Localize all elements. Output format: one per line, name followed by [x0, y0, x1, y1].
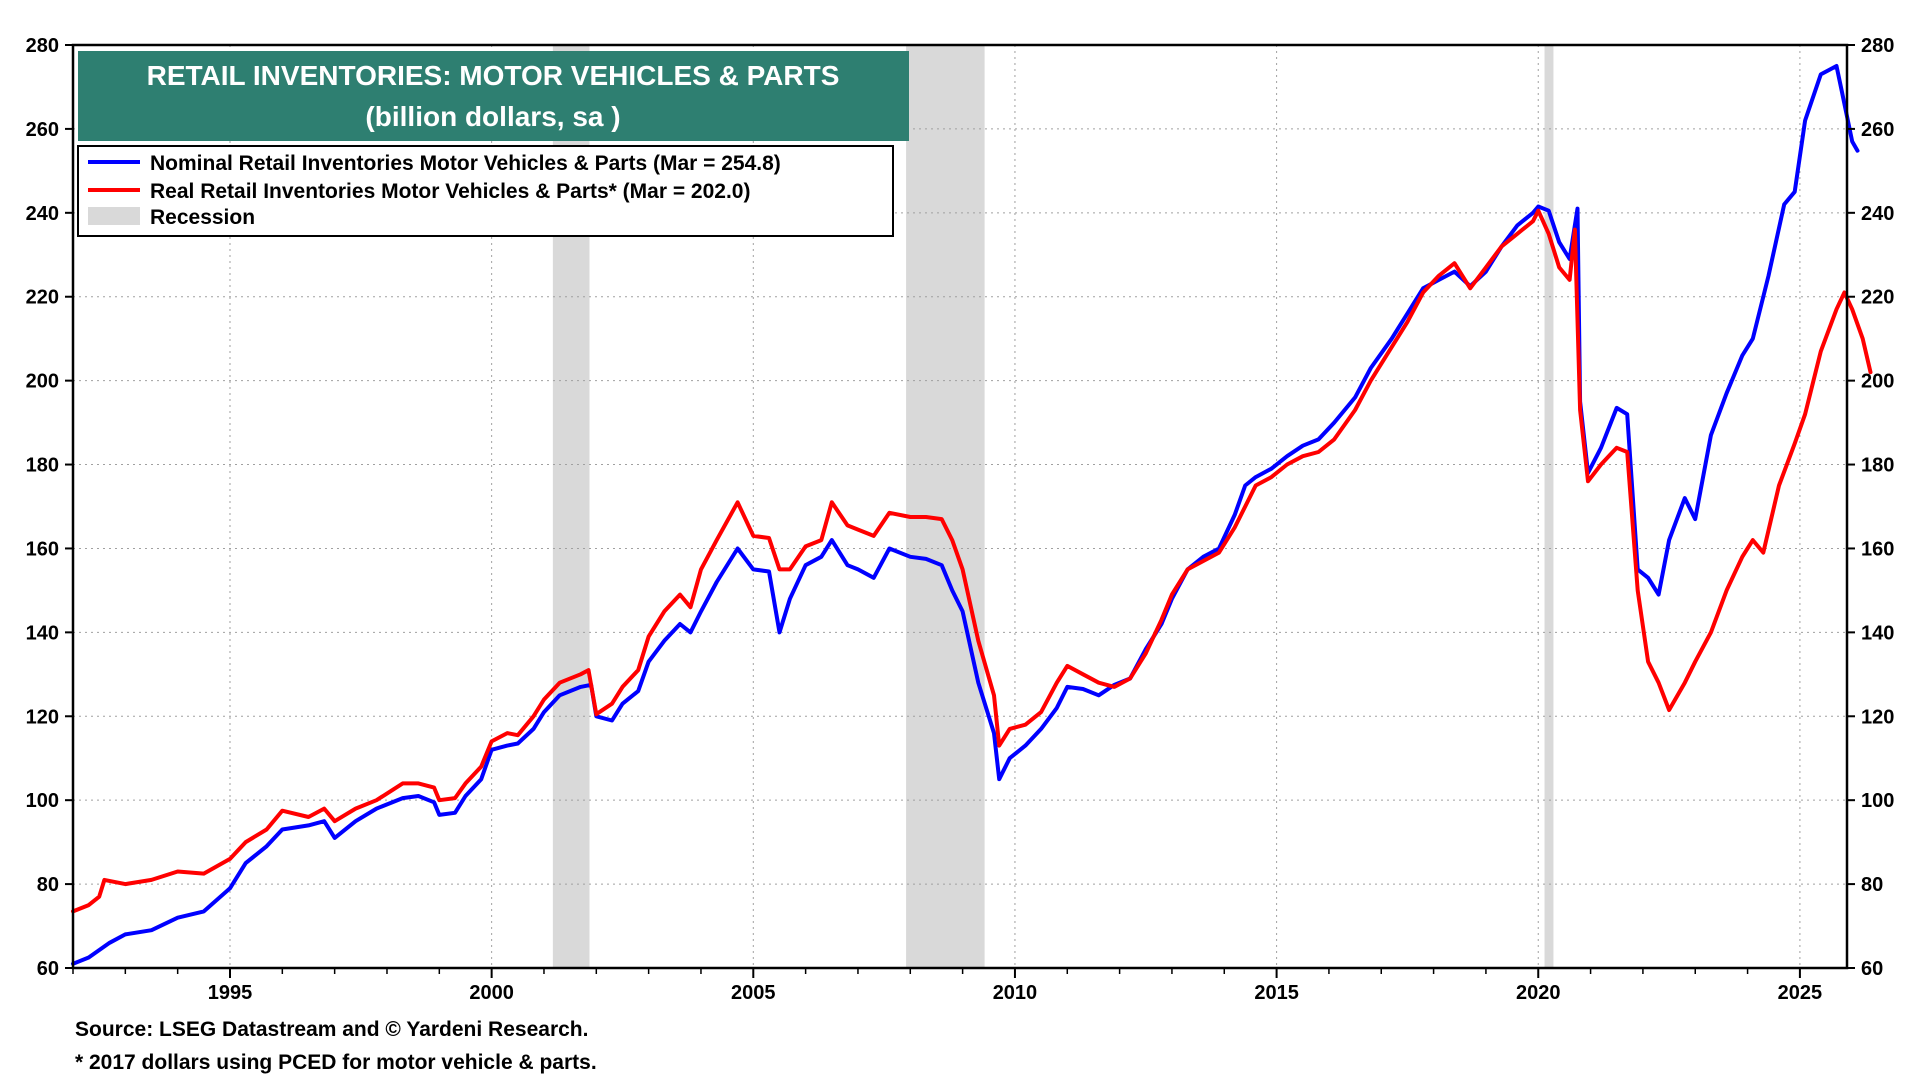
- y-tick-label-left-160: 160: [26, 538, 59, 560]
- chart-title: RETAIL INVENTORIES: MOTOR VEHICLES & PAR…: [147, 60, 840, 91]
- y-tick-label-right-140: 140: [1861, 622, 1894, 644]
- y-tick-label-right-260: 260: [1861, 119, 1894, 141]
- y-tick-label-left-140: 140: [26, 622, 59, 644]
- y-tick-label-right-200: 200: [1861, 371, 1894, 393]
- y-tick-label-right-120: 120: [1861, 706, 1894, 728]
- x-tick-label-2015: 2015: [1254, 982, 1299, 1004]
- legend-label-recession: Recession: [150, 206, 255, 229]
- x-tick-label-2020: 2020: [1516, 982, 1561, 1004]
- y-tick-label-right-100: 100: [1861, 790, 1894, 812]
- x-tick-label-2010: 2010: [993, 982, 1038, 1004]
- legend-label-nominal: Nominal Retail Inventories Motor Vehicle…: [150, 152, 781, 175]
- legend: Nominal Retail Inventories Motor Vehicle…: [77, 145, 894, 237]
- series-line-nominal: [71, 64, 1860, 966]
- y-tick-label-left-200: 200: [26, 371, 59, 393]
- source-note: Source: LSEG Datastream and © Yardeni Re…: [75, 1018, 589, 1041]
- title-box: RETAIL INVENTORIES: MOTOR VEHICLES & PAR…: [78, 51, 909, 141]
- y-tick-label-right-160: 160: [1861, 538, 1894, 560]
- y-tick-label-left-280: 280: [26, 35, 59, 57]
- x-tick-label-1995: 1995: [208, 982, 253, 1004]
- x-tick-label-2025: 2025: [1778, 982, 1823, 1004]
- x-tick-label-2000: 2000: [469, 982, 514, 1004]
- y-tick-label-right-60: 60: [1861, 958, 1883, 980]
- y-tick-label-right-280: 280: [1861, 35, 1894, 57]
- y-tick-label-left-60: 60: [37, 958, 59, 980]
- chart-subtitle: (billion dollars, sa ): [365, 101, 620, 132]
- y-tick-label-left-80: 80: [37, 874, 59, 896]
- y-tick-label-right-240: 240: [1861, 203, 1894, 225]
- y-tick-label-left-260: 260: [26, 119, 59, 141]
- y-tick-label-right-220: 220: [1861, 287, 1894, 309]
- y-tick-label-left-240: 240: [26, 203, 59, 225]
- recession-band-2: [1544, 45, 1554, 968]
- x-tick-label-2005: 2005: [731, 982, 776, 1004]
- legend-label-real: Real Retail Inventories Motor Vehicles &…: [150, 180, 750, 203]
- series-lines: [71, 64, 1873, 966]
- y-tick-label-left-180: 180: [26, 455, 59, 477]
- recession-band-1: [906, 45, 985, 968]
- y-tick-label-right-180: 180: [1861, 455, 1894, 477]
- footnote: * 2017 dollars using PCED for motor vehi…: [75, 1051, 597, 1074]
- y-tick-label-left-100: 100: [26, 790, 59, 812]
- title-background: [78, 51, 909, 141]
- series-line-real: [71, 208, 1873, 914]
- legend-swatch-recession: [88, 207, 140, 225]
- y-tick-label-left-120: 120: [26, 706, 59, 728]
- y-tick-label-left-220: 220: [26, 287, 59, 309]
- axis-ticks: 60 60 80 80 100 100 120 120 140 140 160 160 180 180 20…: [26, 35, 1895, 1004]
- plot-frame: [71, 43, 1849, 970]
- legend-box: [77, 145, 894, 237]
- y-tick-label-right-80: 80: [1861, 874, 1883, 896]
